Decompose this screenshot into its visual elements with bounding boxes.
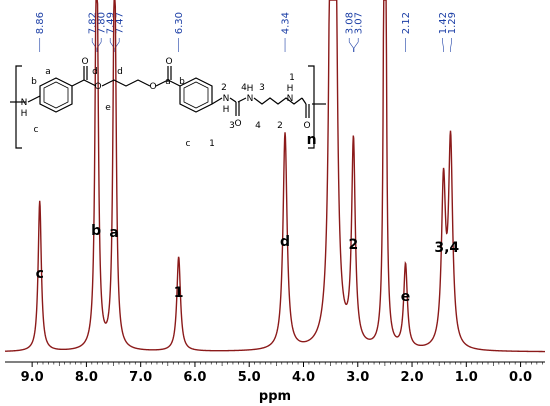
pos-1-below: 1 <box>209 139 215 149</box>
x-axis-label: ppm <box>259 389 291 404</box>
peak-value-label: 6.30 <box>174 12 185 34</box>
left-bracket <box>15 65 22 149</box>
x-tick-label: 4.0 <box>292 370 315 385</box>
pos-1-top: 1 <box>289 73 295 83</box>
atom-h-amide1: H <box>223 105 230 115</box>
x-tick-label: 2.0 <box>401 370 424 385</box>
hexyl-chain <box>253 97 303 105</box>
pos-d1: d <box>92 67 98 77</box>
peak-assignment-label: 1 <box>174 285 184 301</box>
peak-connector <box>353 38 359 52</box>
atom-o-urea: O <box>234 119 241 129</box>
peak-value-label: 8.86 <box>35 12 46 34</box>
atom-h-left: H <box>21 109 28 119</box>
atom-o-end: O <box>303 121 310 131</box>
structure-labels: N H O O O O N H O N H N H O b a c d d e … <box>21 57 311 149</box>
peak-value-label: 7.47 <box>115 12 126 34</box>
peak-value-label: 3.07 <box>354 12 365 34</box>
pos-c-left: c <box>34 125 39 135</box>
spectrum-trace <box>4 0 545 353</box>
atom-o-carbonyl1: O <box>81 57 88 67</box>
x-axis-ticks <box>31 362 543 367</box>
atom-n-amide1: N <box>223 94 230 104</box>
pos-e: e <box>105 103 111 113</box>
x-tick-label: 0.0 <box>509 370 532 385</box>
peak-value-label: 1.29 <box>447 12 458 34</box>
peak-connector <box>450 38 452 52</box>
peak-assignment-label: 2 <box>349 237 359 253</box>
peak-list: 8.86 7.827.807.497.47 6.30 4.34 3.083.07 2.12… <box>35 12 458 52</box>
pos-2-top: 2 <box>221 83 227 93</box>
ester1-o-bond <box>83 79 97 87</box>
x-tick-label: 3.0 <box>346 370 369 385</box>
x-axis-tick-labels: 9.0 8.0 7.0 6.0 5.0 4.0 3.0 2.0 1.0 0.0 <box>21 370 532 385</box>
pos-a-left: a <box>45 67 51 77</box>
atom-o-carbonyl2: O <box>165 57 172 67</box>
left-ring-inner <box>43 81 69 109</box>
peak-connector <box>348 38 354 52</box>
spectrum-line <box>4 0 545 353</box>
x-tick-label: 1.0 <box>455 370 478 385</box>
left-benzene-ring <box>39 77 73 113</box>
peak-assignment-label: c <box>36 266 44 282</box>
peak-value-label: 7.82 <box>88 12 99 34</box>
pos-2-bottom: 2 <box>277 121 283 131</box>
x-tick-label: 6.0 <box>183 370 206 385</box>
atom-o-ester2: O <box>149 82 156 92</box>
x-tick-label: 9.0 <box>21 370 44 385</box>
ring-n-bond <box>211 97 223 105</box>
peak-value-label: 3.08 <box>345 12 356 34</box>
pos-c-right: c <box>186 139 191 149</box>
atom-n-right: N <box>287 94 294 104</box>
pos-3-bottom: 3 <box>229 121 235 131</box>
chemical-structure <box>10 65 326 149</box>
peak-value-label: 4.34 <box>281 12 292 34</box>
peak-assignment-label: 3,4 <box>434 240 459 256</box>
urea-n-c <box>229 97 237 103</box>
atom-o-ester1: O <box>94 82 101 92</box>
propyl-chain <box>101 79 151 87</box>
peak-assignment-label: a <box>109 225 118 241</box>
atom-h-right: H <box>287 84 294 94</box>
atom-h-amide2: H <box>247 84 254 94</box>
atom-n-left: N <box>21 98 28 108</box>
pos-4-bottom: 4 <box>255 121 261 131</box>
peak-assignment-label: n <box>307 132 317 148</box>
pos-3-top: 3 <box>259 83 265 93</box>
peak-connector <box>91 38 97 52</box>
pos-b-right: b <box>179 77 185 87</box>
peak-assignment-label: b <box>91 223 101 239</box>
peak-assignment-label: d <box>280 234 290 250</box>
peak-assignment-label: e <box>401 289 411 305</box>
peak-connector <box>442 38 444 52</box>
n-ring-bond <box>27 95 41 103</box>
ester1-c-bond <box>71 79 85 87</box>
peak-value-label: 1.42 <box>438 12 449 34</box>
x-tick-label: 8.0 <box>75 370 98 385</box>
pos-d2: d <box>117 67 123 77</box>
ester2-o-bond <box>155 79 169 87</box>
ester2-c-bond <box>167 79 181 87</box>
atom-n-amide2: N <box>247 94 254 104</box>
right-ring-inner <box>183 81 209 109</box>
pos-a-right: a <box>165 77 171 87</box>
pos-4-top: 4 <box>241 83 247 93</box>
peak-value-label: 2.12 <box>401 12 412 34</box>
peak-value-label: 7.49 <box>106 12 117 34</box>
x-tick-label: 5.0 <box>238 370 261 385</box>
pos-b-left: b <box>31 77 37 87</box>
right-bracket <box>308 65 315 149</box>
x-tick-label: 7.0 <box>129 370 152 385</box>
peak-assignments: c b a 1 d n 2 e 3,4 <box>36 132 460 305</box>
end-carbonyl-bond <box>301 97 307 105</box>
peak-value-label: 7.80 <box>97 12 108 34</box>
urea-c-n <box>237 97 247 103</box>
